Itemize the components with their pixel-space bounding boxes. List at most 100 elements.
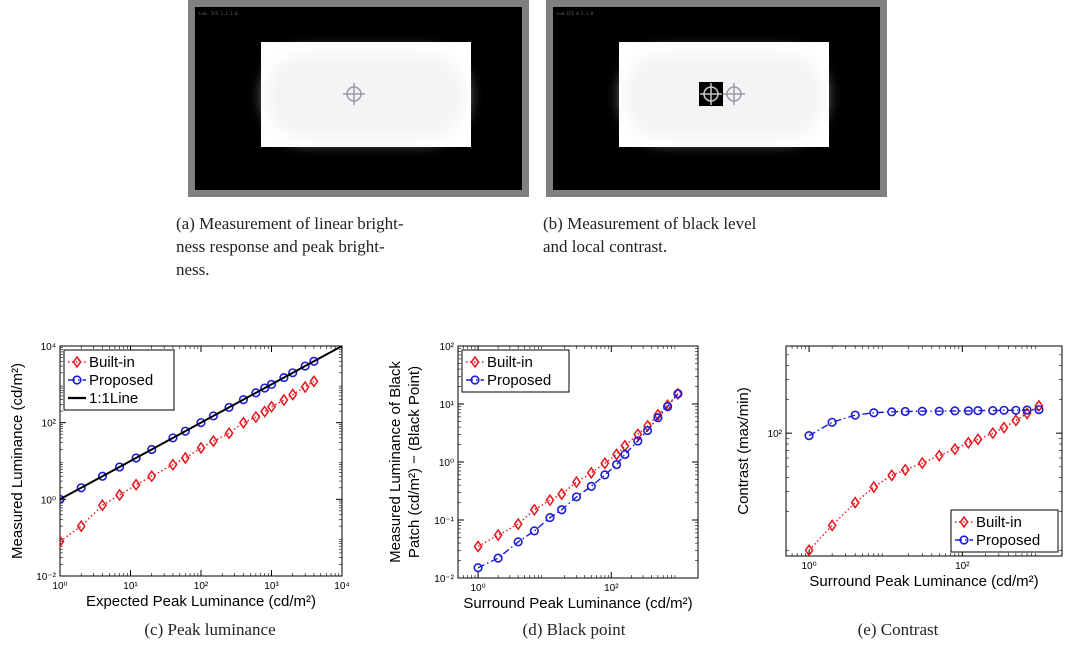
y-axis-label-line: Measured Luminance of Black bbox=[387, 361, 404, 563]
data-point bbox=[999, 405, 1009, 415]
x-tick-label: 10⁰ bbox=[801, 561, 816, 572]
data-point bbox=[180, 451, 190, 465]
data-point bbox=[988, 405, 998, 416]
data-point bbox=[887, 469, 897, 482]
data-point bbox=[1011, 405, 1021, 415]
data-point bbox=[493, 553, 503, 563]
data-point bbox=[260, 383, 270, 393]
screen-a-tag: Lum. ICS 1.1 1.0 bbox=[199, 11, 238, 16]
data-point bbox=[917, 456, 927, 470]
data-point bbox=[600, 470, 610, 480]
data-point bbox=[633, 436, 643, 446]
x-tick-label: 10² bbox=[194, 581, 209, 592]
data-point bbox=[97, 498, 107, 512]
x-tick-label: 10³ bbox=[264, 581, 279, 592]
data-point bbox=[224, 402, 234, 413]
data-point bbox=[288, 388, 298, 401]
y-tick-label: 10¹ bbox=[440, 400, 455, 411]
y-tick-label: 10² bbox=[440, 342, 455, 353]
data-point bbox=[827, 417, 837, 427]
series-layer bbox=[804, 399, 1044, 556]
data-point bbox=[545, 493, 555, 507]
data-point bbox=[571, 492, 582, 502]
data-point bbox=[300, 361, 310, 371]
data-point bbox=[168, 458, 178, 471]
screen-b: Lum.ICS 0.5 1.0 bbox=[546, 0, 887, 197]
data-point bbox=[251, 410, 261, 424]
data-point bbox=[300, 380, 310, 394]
data-point bbox=[642, 425, 653, 436]
caption-b: (b) Measurement of black level and local… bbox=[543, 214, 757, 256]
data-point bbox=[473, 540, 483, 553]
legend-box bbox=[950, 509, 1059, 553]
legend-marker bbox=[72, 355, 82, 369]
data-point bbox=[963, 436, 973, 450]
data-point bbox=[963, 406, 973, 416]
x-tick-label: 10⁰ bbox=[52, 581, 67, 592]
data-point bbox=[114, 462, 125, 472]
legend-label: Proposed bbox=[89, 372, 153, 389]
data-point bbox=[208, 411, 219, 421]
data-point bbox=[1034, 405, 1044, 415]
y-tick-label: 10⁻² bbox=[434, 574, 454, 585]
series-line-built-in bbox=[60, 380, 315, 542]
data-point bbox=[529, 526, 539, 536]
legend-label: Proposed bbox=[976, 532, 1040, 549]
series-layer bbox=[473, 387, 683, 573]
data-point bbox=[663, 402, 673, 412]
x-tick-label: 10⁴ bbox=[334, 581, 349, 592]
y-tick-label: 10⁰ bbox=[41, 495, 56, 506]
data-point bbox=[115, 488, 125, 502]
data-point bbox=[1022, 407, 1032, 420]
data-point bbox=[988, 426, 998, 440]
data-point bbox=[869, 408, 879, 418]
data-point bbox=[513, 537, 523, 547]
data-point bbox=[279, 372, 289, 383]
legend-box bbox=[63, 349, 175, 411]
white-patch-a bbox=[261, 42, 471, 147]
data-point bbox=[76, 519, 86, 533]
data-point bbox=[869, 480, 879, 494]
data-point bbox=[653, 413, 663, 423]
data-point bbox=[473, 563, 483, 573]
y-tick-label: 10⁻² bbox=[36, 572, 56, 583]
y-axis-label: Measured Luminance (cd/m²) bbox=[9, 363, 26, 559]
legend-label: Built-in bbox=[89, 354, 135, 371]
data-point bbox=[917, 406, 927, 416]
data-point bbox=[633, 428, 643, 441]
crosshair-icon bbox=[723, 83, 745, 105]
y-tick-label: 10⁻¹ bbox=[434, 516, 454, 527]
data-point bbox=[827, 519, 837, 532]
data-point bbox=[60, 535, 65, 548]
y-tick-label: 10⁰ bbox=[439, 458, 454, 469]
legend-label: 1:1Line bbox=[89, 390, 138, 407]
legend-marker bbox=[470, 355, 480, 369]
crosshair-icon bbox=[343, 83, 365, 105]
x-axis-label: Surround Peak Luminance (cd/m²) bbox=[463, 595, 692, 612]
data-point bbox=[557, 505, 567, 515]
data-point bbox=[279, 393, 289, 407]
data-point bbox=[288, 368, 298, 378]
caption-c: (c) Peak luminance bbox=[144, 620, 276, 639]
y-tick-label: 10² bbox=[768, 429, 783, 440]
y-axis-label-line: Patch (cd/m²) − (Black Point) bbox=[406, 366, 423, 558]
data-point bbox=[557, 487, 567, 501]
data-point bbox=[147, 444, 157, 455]
data-point bbox=[673, 389, 683, 399]
x-tick-label: 10² bbox=[955, 561, 970, 572]
x-axis-label: Expected Peak Luminance (cd/m²) bbox=[86, 593, 316, 610]
data-point bbox=[934, 406, 944, 416]
data-point bbox=[850, 496, 860, 509]
data-point bbox=[208, 434, 218, 448]
data-point bbox=[973, 405, 983, 416]
data-point bbox=[224, 426, 234, 440]
caption-d: (d) Black point bbox=[522, 620, 626, 639]
data-point bbox=[611, 460, 622, 470]
data-point bbox=[180, 426, 190, 436]
data-point bbox=[196, 418, 206, 428]
screen-a: Lum. ICS 1.1 1.0 bbox=[188, 0, 529, 197]
